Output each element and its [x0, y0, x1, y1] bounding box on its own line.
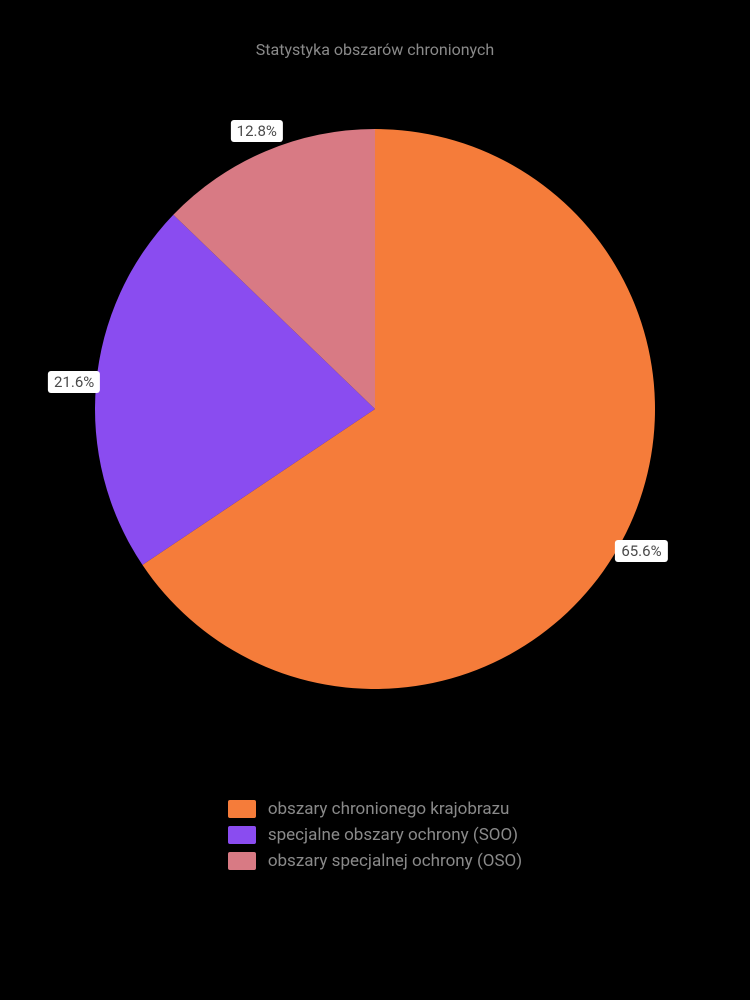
legend-swatch [228, 852, 256, 870]
legend-item: specjalne obszary ochrony (SOO) [228, 825, 518, 845]
slice-percent-label: 21.6% [48, 371, 100, 393]
legend-item: obszary specjalnej ochrony (OSO) [228, 851, 522, 871]
legend-label: specjalne obszary ochrony (SOO) [268, 825, 518, 845]
pie-svg [75, 109, 675, 709]
legend-swatch [228, 800, 256, 818]
pie-chart: 65.6%21.6%12.8% [75, 109, 675, 709]
legend-label: obszary chronionego krajobrazu [268, 799, 510, 819]
legend: obszary chronionego krajobrazu specjalne … [228, 799, 522, 871]
slice-percent-label: 65.6% [615, 540, 667, 562]
legend-item: obszary chronionego krajobrazu [228, 799, 510, 819]
chart-title: Statystyka obszarów chronionych [256, 40, 494, 59]
legend-label: obszary specjalnej ochrony (OSO) [268, 851, 522, 871]
slice-percent-label: 12.8% [231, 120, 283, 142]
legend-swatch [228, 826, 256, 844]
